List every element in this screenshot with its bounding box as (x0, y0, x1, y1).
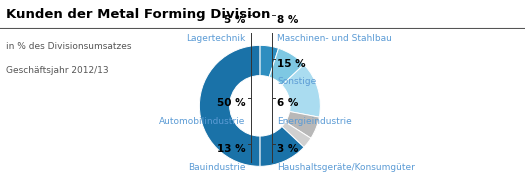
Text: Kunden der Metal Forming Division: Kunden der Metal Forming Division (6, 8, 271, 21)
Text: Energieindustrie: Energieindustrie (277, 117, 352, 126)
Wedge shape (200, 45, 260, 166)
Wedge shape (282, 64, 320, 117)
Wedge shape (260, 127, 304, 166)
Text: in % des Divisionsumsatzes: in % des Divisionsumsatzes (6, 42, 132, 51)
Wedge shape (269, 48, 304, 85)
Text: Bauindustrie: Bauindustrie (188, 163, 246, 172)
Text: 6 %: 6 % (277, 98, 299, 108)
Text: Lagertechnik: Lagertechnik (186, 34, 246, 43)
Text: 5 %: 5 % (224, 15, 246, 25)
Text: 3 %: 3 % (277, 144, 299, 154)
Text: 50 %: 50 % (217, 98, 246, 108)
Wedge shape (260, 45, 279, 77)
Text: Haushaltsgeräte/Konsumgüter: Haushaltsgeräte/Konsumgüter (277, 163, 415, 172)
Text: 8 %: 8 % (277, 15, 299, 25)
Text: Automobilindustrie: Automobilindustrie (159, 117, 246, 126)
Text: 15 %: 15 % (277, 59, 306, 69)
Text: 13 %: 13 % (217, 144, 246, 154)
Wedge shape (282, 122, 311, 147)
Text: Geschäftsjahr 2012/13: Geschäftsjahr 2012/13 (6, 66, 109, 75)
Text: Sonstige: Sonstige (277, 77, 317, 87)
Text: Maschinen- und Stahlbau: Maschinen- und Stahlbau (277, 34, 392, 43)
Wedge shape (286, 112, 319, 138)
